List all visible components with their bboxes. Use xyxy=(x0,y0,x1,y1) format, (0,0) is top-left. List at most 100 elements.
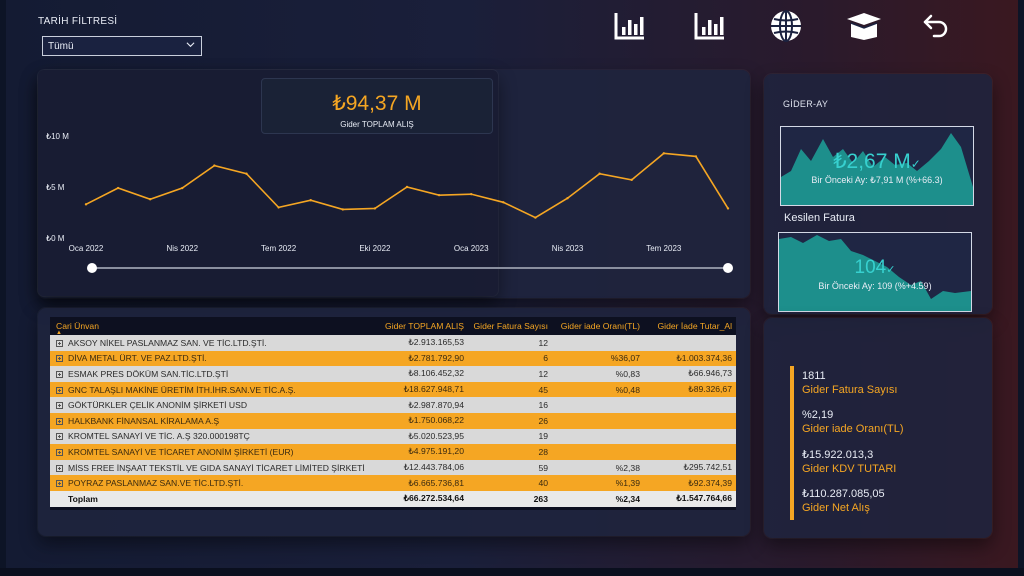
table-row[interactable]: ESMAK PRES DÖKÜM SAN.TİC.LTD.ŞTİ ₺8.106.4… xyxy=(50,366,736,382)
x-tick-label: Nis 2022 xyxy=(167,244,199,253)
expand-icon[interactable] xyxy=(56,370,63,378)
table-total-row: Toplam ₺66.272.534,64 263 %2,34 ₺1.547.764,6… xyxy=(50,490,736,507)
table-row[interactable]: AKSOY NİKEL PASLANMAZ SAN. VE TİC.LTD.ŞT… xyxy=(50,335,736,351)
total-cell: 263 xyxy=(468,490,552,507)
cell-cari-unvan: HALKBANK FİNANSAL KİRALAMA A.Ş xyxy=(50,412,374,429)
table-cell xyxy=(552,397,644,413)
table-cell: ₺2.913.165,53 xyxy=(374,335,468,351)
data-point[interactable] xyxy=(566,197,569,200)
cell-cari-unvan: GNC TALAŞLI MAKİNE ÜRETİM İTH.İHR.SAN.VE… xyxy=(50,381,374,398)
col-iade-tutar[interactable]: Gider İade Tutar_Al xyxy=(657,321,732,331)
date-filter-label: TARİH FİLTRESİ xyxy=(38,16,118,27)
table-cell: ₺2.987.870,94 xyxy=(374,397,468,413)
data-point[interactable] xyxy=(213,164,216,167)
expand-icon[interactable] xyxy=(56,386,63,394)
data-point[interactable] xyxy=(309,199,312,202)
expand-icon[interactable] xyxy=(56,433,63,441)
table-cell: %0,48 xyxy=(552,381,644,398)
bar-chart-alt-icon[interactable] xyxy=(690,8,730,44)
data-point[interactable] xyxy=(245,172,248,175)
table-cell xyxy=(552,444,644,460)
data-point[interactable] xyxy=(149,198,152,201)
table-cell xyxy=(552,412,644,429)
globe-icon[interactable] xyxy=(766,8,806,44)
check-icon: ✓ xyxy=(886,264,896,276)
stat-net-alis: ₺110.287.085,05 Gider Net Alış xyxy=(802,488,885,514)
y-tick-label: ₺10 M xyxy=(46,132,69,141)
data-point[interactable] xyxy=(405,185,409,189)
kesilen-fatura-card: 104✓ Bir Önceki Ay: 109 (%+4.59) xyxy=(778,232,972,312)
table-cell: ₺18.627.948,71 xyxy=(374,381,468,398)
table-row[interactable]: GÖKTÜRKLER ÇELİK ANONİM ŞİRKETİ USD ₺2.98… xyxy=(50,397,736,413)
cell-cari-unvan: GÖKTÜRKLER ÇELİK ANONİM ŞİRKETİ USD xyxy=(50,397,374,413)
back-arrow-icon[interactable] xyxy=(916,8,956,44)
date-filter-dropdown[interactable]: Tümü xyxy=(42,36,202,56)
data-point[interactable] xyxy=(116,186,120,190)
total-cell: ₺66.272.534,64 xyxy=(374,490,468,507)
table-row[interactable]: GNC TALAŞLI MAKİNE ÜRETİM İTH.İHR.SAN.VE… xyxy=(50,381,736,398)
data-point[interactable] xyxy=(598,172,601,175)
data-point[interactable] xyxy=(341,208,344,211)
table-cell: 28 xyxy=(468,444,552,460)
cell-cari-unvan: POYRAZ PASLANMAZ SAN.VE TİC.LTD.ŞTİ. xyxy=(50,475,374,491)
data-point[interactable] xyxy=(470,192,473,196)
expand-icon[interactable] xyxy=(56,355,63,363)
table-cell xyxy=(644,428,736,445)
expand-icon[interactable] xyxy=(56,417,63,425)
purchase-series-line xyxy=(85,152,729,219)
expand-icon[interactable] xyxy=(56,402,63,410)
total-cell: ₺1.547.764,66 xyxy=(644,490,736,507)
gider-ay-sub: Bir Önceki Ay: ₺7,91 M (%+66.3) xyxy=(811,175,943,185)
cell-cari-unvan: ESMAK PRES DÖKÜM SAN.TİC.LTD.ŞTİ xyxy=(50,366,374,382)
data-point[interactable] xyxy=(662,152,665,155)
total-purchase-value: ₺94,37 M xyxy=(332,92,422,115)
x-tick-label: Tem 2023 xyxy=(646,244,682,253)
table-row[interactable]: KROMTEL SANAYİ VE TİC. A.Ş 320.000198TÇ ₺… xyxy=(50,428,736,445)
x-tick-label: Tem 2022 xyxy=(261,244,297,253)
table-row[interactable]: POYRAZ PASLANMAZ SAN.VE TİC.LTD.ŞTİ. ₺6.6… xyxy=(50,475,736,491)
expand-icon[interactable] xyxy=(56,464,63,472)
bottom-frame xyxy=(0,568,1024,576)
table-cell: ₺295.742,51 xyxy=(644,459,736,476)
kesilen-fatura-title: Kesilen Fatura xyxy=(784,212,855,224)
expand-icon[interactable] xyxy=(56,480,63,488)
col-fatura-sayisi[interactable]: Gider Fatura Sayısı xyxy=(473,321,548,331)
total-purchase-caption: Gider TOPLAM ALIŞ xyxy=(340,120,414,129)
expand-icon[interactable] xyxy=(56,448,63,456)
gider-ay-area-chart xyxy=(781,133,973,205)
data-point[interactable] xyxy=(277,206,280,209)
date-filter-value: Tümü xyxy=(48,41,74,52)
table-cell: 45 xyxy=(468,381,552,398)
x-tick-label: Oca 2023 xyxy=(454,244,489,253)
data-point[interactable] xyxy=(534,216,537,219)
data-point[interactable] xyxy=(437,193,441,197)
data-point[interactable] xyxy=(726,207,730,210)
expand-icon[interactable] xyxy=(56,339,63,347)
table-row[interactable]: HALKBANK FİNANSAL KİRALAMA A.Ş ₺1.750.068… xyxy=(50,412,736,429)
sort-asc-icon[interactable]: ▲ xyxy=(56,330,62,336)
table-row[interactable]: MİSS FREE İNŞAAT TEKSTİL VE GIDA SANAYİ … xyxy=(50,459,736,476)
kesilen-fatura-area-chart xyxy=(779,235,971,311)
stat-fatura-sayisi: 1811 Gider Fatura Sayısı xyxy=(802,370,898,396)
table-cell: ₺66.946,73 xyxy=(644,366,736,382)
data-point[interactable] xyxy=(502,201,505,204)
bar-chart-icon[interactable] xyxy=(610,8,650,44)
col-gider-toplam[interactable]: Gider TOPLAM ALIŞ xyxy=(385,321,464,331)
cell-cari-unvan: KROMTEL SANAYİ VE TİC. A.Ş 320.000198TÇ xyxy=(50,428,374,445)
table-row[interactable]: DİVA METAL ÜRT. VE PAZ.LTD.ŞTİ. ₺2.781.79… xyxy=(50,350,736,367)
x-tick-label: Eki 2022 xyxy=(359,244,391,253)
slider-start-handle[interactable] xyxy=(87,263,97,273)
data-point[interactable] xyxy=(630,178,633,182)
col-iade-orani[interactable]: Gider iade Oranı(TL) xyxy=(560,321,640,331)
table-cell: 26 xyxy=(468,412,552,429)
cell-cari-unvan: KROMTEL SANAYİ VE TİCARET ANONİM ŞİRKETİ… xyxy=(50,444,374,460)
box-icon[interactable] xyxy=(844,8,884,44)
data-point[interactable] xyxy=(373,207,377,210)
slider-end-handle[interactable] xyxy=(723,263,733,273)
table-row[interactable]: KROMTEL SANAYİ VE TİCARET ANONİM ŞİRKETİ… xyxy=(50,444,736,460)
table-cell: 59 xyxy=(468,459,552,476)
col-cari-unvan[interactable]: Cari Ünvan ▲ xyxy=(56,321,99,336)
data-point[interactable] xyxy=(181,186,184,190)
data-point[interactable] xyxy=(694,155,698,158)
data-point[interactable] xyxy=(84,203,88,206)
